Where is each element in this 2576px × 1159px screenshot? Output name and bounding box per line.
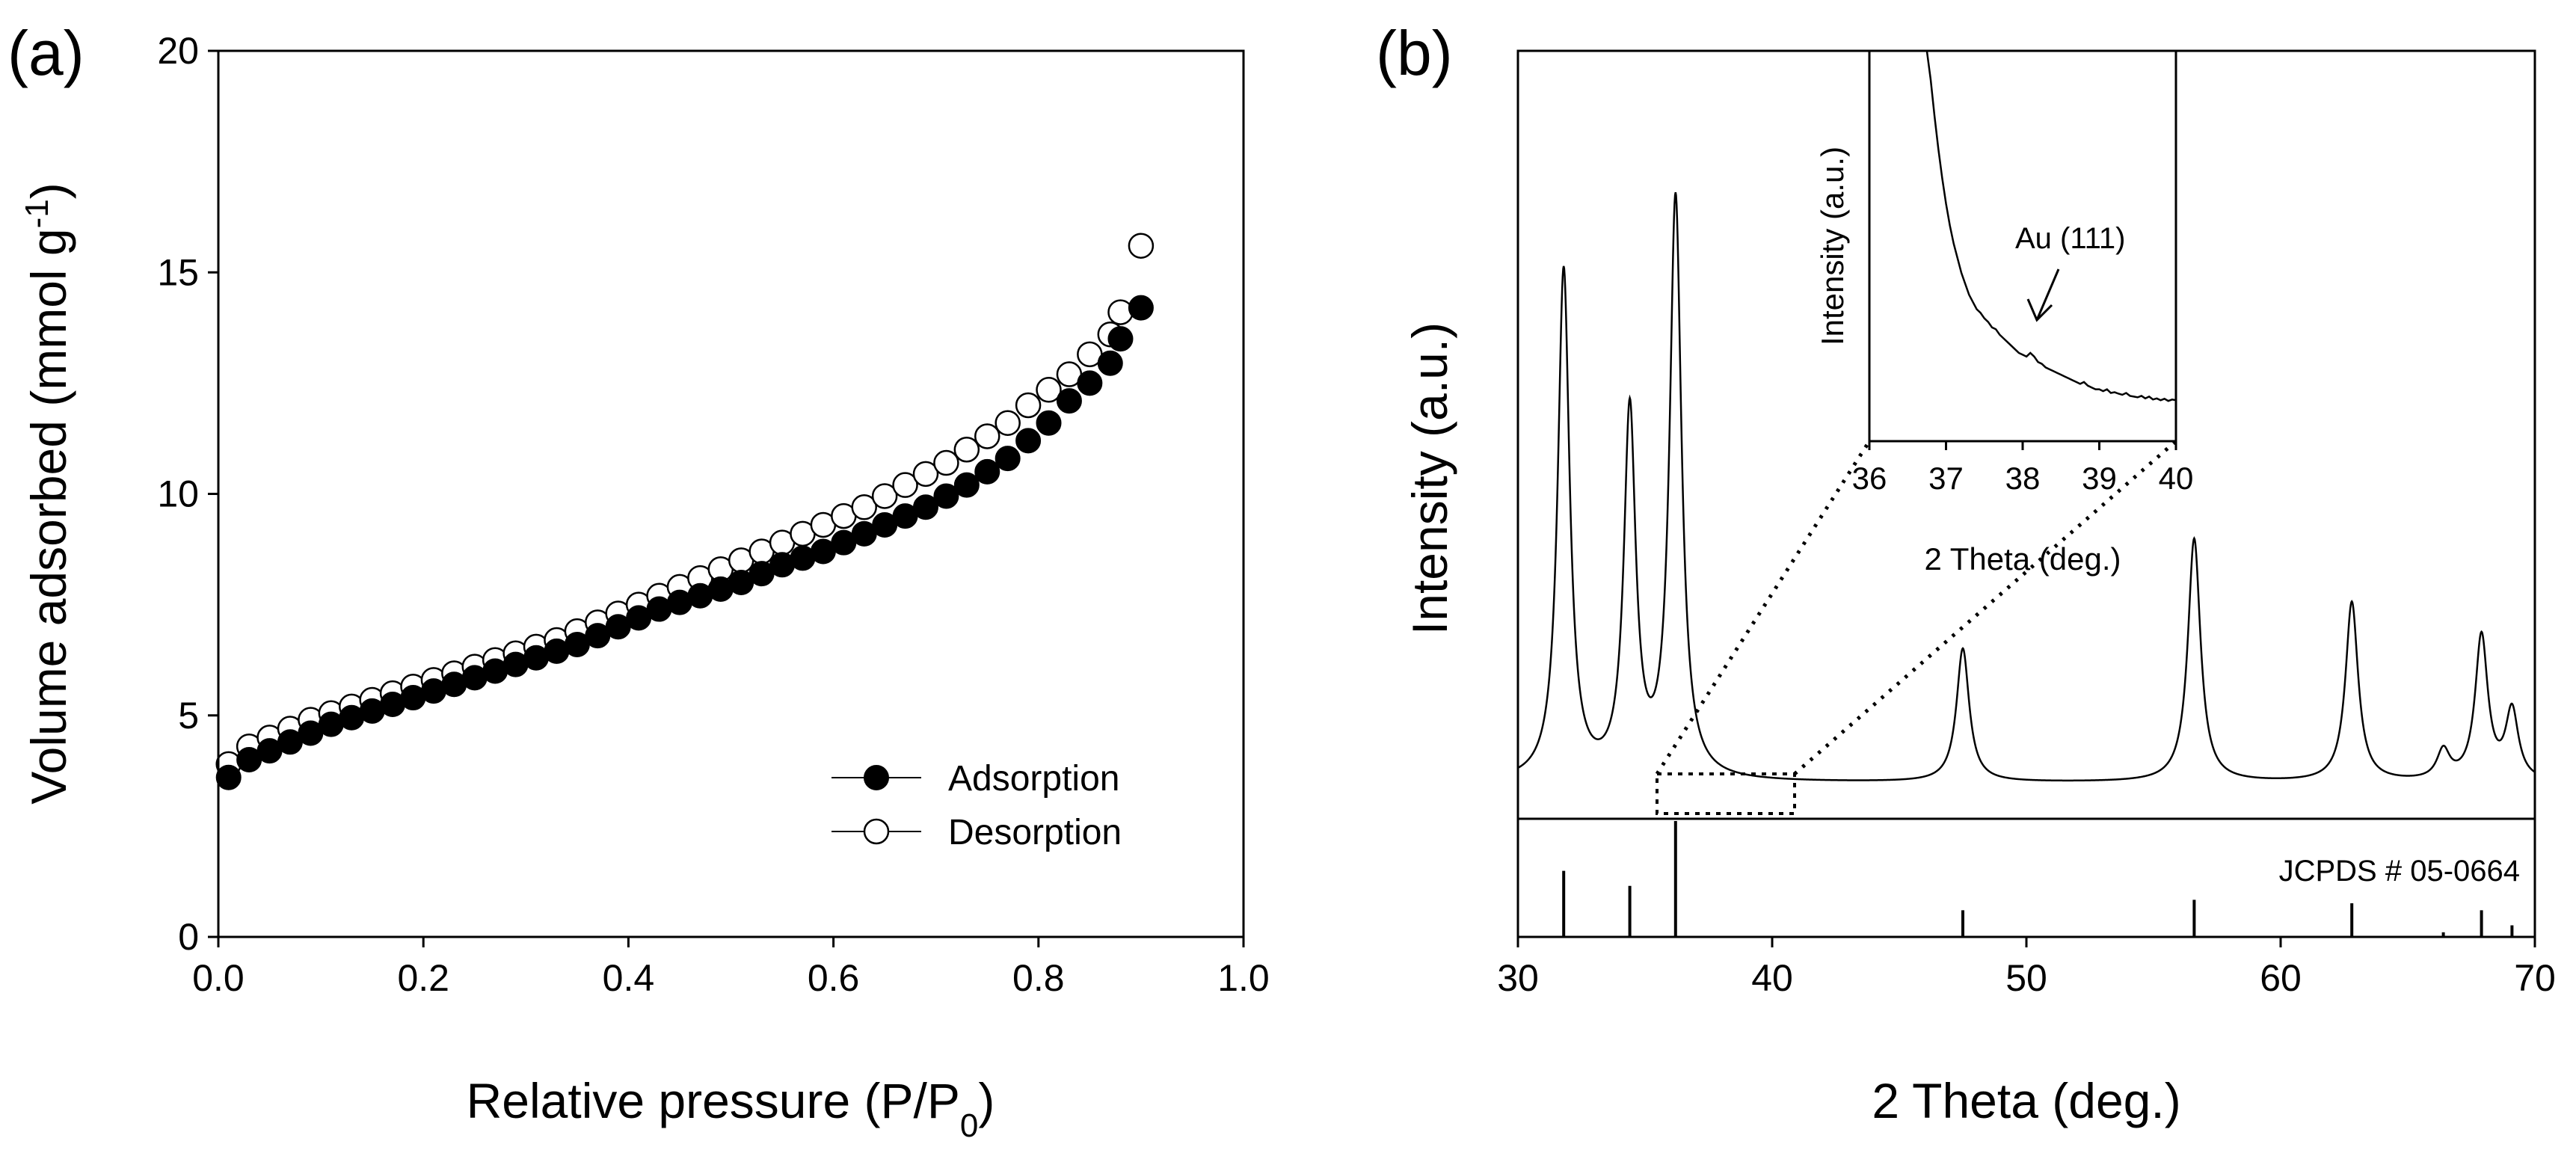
- panel-a-x-tick-label: 0.2: [397, 957, 449, 999]
- panel-a-plot-frame: [217, 49, 1245, 938]
- adsorption-point: [912, 494, 938, 520]
- legend-label-desorption: Desorption: [948, 813, 1122, 852]
- inset-ticks: 36 37 38 39 40: [1852, 441, 2194, 496]
- panel-a-y-tick-label: 0: [178, 916, 199, 958]
- xrd-pattern-line: [1517, 191, 2536, 782]
- panel-b-x-tick-label: 40: [1751, 957, 1793, 999]
- desorption-point: [933, 449, 959, 476]
- zoom-connector-right: [1793, 440, 2177, 775]
- adsorption-point: [1097, 350, 1123, 376]
- panel-b-x-tick-label: 70: [2514, 957, 2556, 999]
- panel-b-x-tick-label: 50: [2005, 957, 2047, 999]
- zoom-connector-left: [1655, 440, 1872, 775]
- adsorption-point: [1056, 388, 1082, 414]
- panel-a-x-tick-label: 0.8: [1012, 957, 1065, 999]
- inset-annotation-arrow: [2035, 268, 2060, 321]
- adsorption-point: [1015, 428, 1042, 454]
- panel-a-y-tick-label: 5: [178, 695, 199, 737]
- desorption-point: [871, 483, 898, 509]
- desorption-point: [995, 410, 1021, 436]
- desorption-point: [1107, 299, 1134, 325]
- desorption-point: [974, 423, 1000, 449]
- panel-b-y-axis-title: Intensity (a.u.): [1402, 322, 1457, 635]
- inset-x-axis-title: 2 Theta (deg.): [1924, 541, 2121, 577]
- reference-lines: [1562, 821, 2514, 937]
- panel-b-x-tick-label: 30: [1497, 957, 1539, 999]
- inset-annotation-arrowhead: [2026, 298, 2053, 322]
- panel-a-x-tick-label: 0.0: [192, 957, 245, 999]
- inset-pattern-line: [1925, 50, 2177, 402]
- panel-a-legend: Adsorption Desorption: [831, 759, 1122, 852]
- inset-x-tick-label: 38: [2005, 461, 2041, 496]
- panel-a-y-tick-label: 20: [157, 30, 199, 72]
- panel-a-points: [215, 233, 1155, 790]
- panel-b: (b) 30 40 50 60 70 JCPDS # 05-0664 36 37 38 39 4…: [1376, 18, 2556, 1128]
- desorption-point: [912, 461, 939, 488]
- adsorption-point: [215, 764, 242, 790]
- adsorption-point: [953, 472, 980, 498]
- desorption-point: [892, 472, 918, 498]
- panel-b-ticks: 30 40 50 60 70: [1497, 937, 2556, 999]
- panel-a-x-axis-title: Relative pressure (P/P0): [467, 1073, 995, 1144]
- inset-annotation-label: Au (111): [2015, 222, 2125, 255]
- desorption-point: [953, 437, 980, 463]
- desorption-point: [1015, 392, 1042, 419]
- panel-a-ticks: 0.0 0.2 0.4 0.6 0.8 1.0 0 5 10 15 20: [157, 30, 1269, 999]
- inset-frame: [1868, 49, 2177, 443]
- inset-x-tick-label: 37: [1928, 461, 1964, 496]
- panel-a-y-axis-title: Volume adsorbed (mmol g-1): [19, 182, 77, 805]
- legend-marker-desorption: [863, 818, 890, 845]
- panel-b-label: (b): [1376, 18, 1453, 88]
- panel-a-y-tick-label: 15: [157, 251, 199, 293]
- inset-x-tick-label: 36: [1852, 461, 1887, 496]
- adsorption-point: [1077, 370, 1103, 396]
- inset: 36 37 38 39 40 Au (111) 2 Theta (deg.) Inten…: [1815, 49, 2194, 577]
- adsorption-point: [974, 458, 1000, 485]
- inset-x-tick-label: 39: [2082, 461, 2117, 496]
- desorption-point: [1128, 233, 1155, 259]
- adsorption-point: [995, 446, 1021, 472]
- legend-marker-adsorption: [864, 765, 889, 790]
- adsorption-point: [1128, 295, 1154, 321]
- inset-x-tick-label: 40: [2159, 461, 2194, 496]
- panel-b-x-tick-label: 60: [2260, 957, 2302, 999]
- adsorption-point: [1107, 326, 1134, 352]
- legend-label-adsorption: Adsorption: [948, 759, 1119, 799]
- panel-a-x-tick-label: 0.6: [808, 957, 860, 999]
- reference-label: JCPDS # 05-0664: [2279, 855, 2520, 888]
- desorption-point: [851, 494, 877, 520]
- panel-a-x-tick-label: 0.4: [603, 957, 655, 999]
- inset-y-axis-title: Intensity (a.u.): [1815, 147, 1850, 345]
- zoom-box: [1656, 772, 1796, 815]
- panel-a-label: (a): [7, 18, 84, 88]
- desorption-point: [1036, 377, 1062, 403]
- adsorption-point: [1036, 410, 1062, 436]
- panel-b-x-axis-title: 2 Theta (deg.): [1872, 1073, 2180, 1128]
- adsorption-point: [933, 483, 959, 509]
- panel-a-x-tick-label: 1.0: [1217, 957, 1270, 999]
- panel-a: (a) 0.0 0.2 0.4 0.6 0.8 1.0 0 5 10 15 20 Adsorptio…: [7, 18, 1270, 1144]
- panel-a-y-tick-label: 10: [157, 473, 199, 515]
